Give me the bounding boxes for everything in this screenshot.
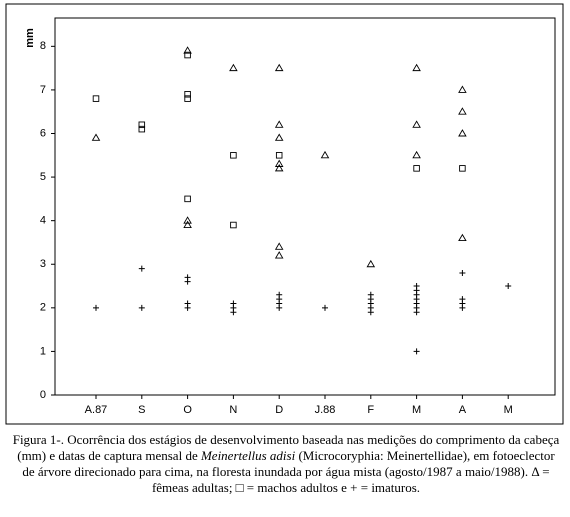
x-tick-label: A.87	[85, 404, 108, 416]
triangle-point	[183, 216, 192, 224]
triangle-point	[274, 63, 284, 72]
plus-point	[459, 269, 466, 276]
x-tick-label: F	[367, 404, 374, 416]
square-point	[184, 95, 191, 102]
caption-text: Figura 1-. Ocorrência dos estágios de de…	[12, 432, 560, 463]
plus-point	[322, 304, 328, 311]
y-tick-label: 4	[40, 215, 46, 227]
x-tick-label: N	[229, 404, 237, 416]
triangle-point	[274, 242, 284, 250]
triangle-point	[183, 220, 192, 228]
y-axis-label: mm	[24, 28, 36, 48]
x-tick-label: M	[412, 404, 421, 416]
square-point	[138, 121, 146, 129]
caption-text: (Microcoryphia: Meinertellidae), em foto…	[22, 448, 555, 495]
triangle-point	[274, 251, 284, 259]
x-tick-label: M	[504, 404, 513, 416]
triangle-point	[183, 46, 192, 54]
plus-point	[413, 348, 420, 355]
square-point	[413, 165, 420, 172]
square-point	[230, 221, 237, 229]
plus-point	[367, 309, 374, 316]
chart-frame	[5, 3, 564, 425]
triangle-point	[458, 107, 467, 115]
square-point	[92, 95, 100, 102]
y-tick-label: 1	[40, 345, 46, 357]
triangle-point	[458, 85, 467, 93]
square-point	[275, 152, 283, 159]
y-tick-label: 7	[40, 84, 46, 96]
x-tick-label: D	[275, 404, 283, 416]
triangle-point	[274, 133, 284, 141]
triangle-point	[274, 159, 284, 167]
x-tick-label: S	[138, 404, 145, 416]
triangle-point	[366, 259, 376, 268]
triangle-point	[412, 63, 421, 72]
triangle-point	[91, 133, 101, 141]
x-tick-label: A	[459, 404, 467, 416]
plus-point	[93, 304, 99, 311]
triangle-point	[458, 233, 467, 242]
plus-point	[276, 304, 283, 311]
caption: Figura 1-. Ocorrência dos estágios de de…	[10, 432, 562, 496]
plot-frame	[54, 17, 556, 396]
triangle-point	[274, 120, 284, 128]
plus-point	[459, 304, 466, 311]
triangle-point	[412, 150, 421, 159]
triangle-point	[274, 163, 284, 172]
triangle-point	[229, 63, 238, 72]
plus-point	[138, 265, 145, 272]
plus-point	[184, 304, 191, 311]
triangle-point	[412, 120, 421, 128]
plus-point	[413, 309, 420, 316]
plus-point	[138, 304, 145, 311]
square-point	[184, 195, 191, 203]
y-tick-label: 3	[40, 258, 46, 270]
x-tick-label: J.88	[315, 404, 336, 416]
square-point	[184, 51, 191, 59]
plus-point	[230, 309, 237, 316]
y-tick-label: 0	[40, 389, 46, 401]
y-tick-label: 8	[40, 40, 46, 52]
y-tick-label: 6	[40, 127, 46, 139]
plus-point	[505, 283, 512, 290]
square-point	[459, 165, 466, 172]
square-point	[138, 125, 146, 133]
x-tick-label: O	[183, 404, 192, 416]
triangle-point	[320, 150, 330, 159]
species-name: Meinertellus adisi	[200, 448, 296, 463]
chart: mm 0 1 2 3 4 5 6 7 8 A.87 S O N D J.88 F M A M	[5, 3, 564, 425]
square-point	[230, 152, 237, 159]
y-tick-label: 5	[40, 171, 46, 183]
y-tick-label: 2	[40, 302, 46, 314]
square-point	[184, 91, 191, 98]
plus-point	[184, 278, 191, 285]
triangle-point	[458, 129, 467, 137]
